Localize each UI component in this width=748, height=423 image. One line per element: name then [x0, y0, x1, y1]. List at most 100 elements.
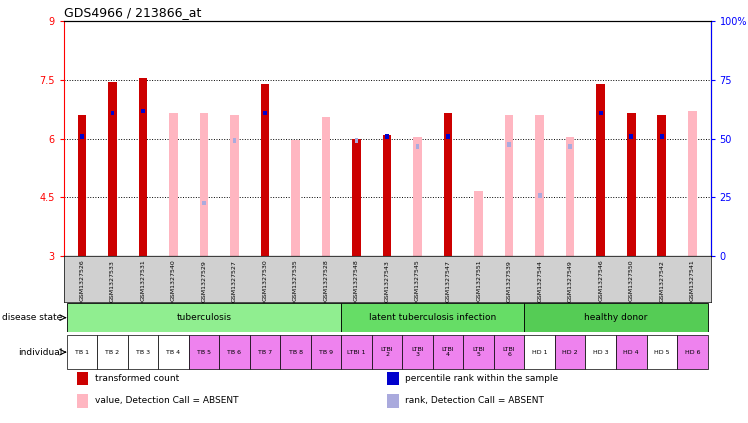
Text: GSM1327549: GSM1327549 — [568, 260, 573, 302]
Text: TB 9: TB 9 — [319, 350, 333, 354]
Text: GSM1327547: GSM1327547 — [446, 260, 450, 302]
Bar — [402, 335, 433, 369]
Bar — [385, 134, 389, 139]
Text: percentile rank within the sample: percentile rank within the sample — [405, 374, 558, 383]
Bar — [128, 335, 158, 369]
Bar — [568, 144, 572, 149]
Bar — [555, 335, 586, 369]
Bar — [372, 335, 402, 369]
Text: TB 3: TB 3 — [136, 350, 150, 354]
Bar — [566, 137, 574, 256]
Bar — [677, 335, 708, 369]
Bar — [111, 111, 114, 115]
Text: GSM1327531: GSM1327531 — [141, 260, 145, 301]
Bar — [233, 138, 236, 143]
Bar — [291, 140, 300, 256]
Bar — [219, 335, 250, 369]
Bar — [536, 115, 544, 256]
Text: tuberculosis: tuberculosis — [177, 313, 231, 322]
Text: HD 6: HD 6 — [684, 350, 700, 354]
Bar — [616, 335, 646, 369]
Text: LTBI 1: LTBI 1 — [347, 350, 366, 354]
Text: LTBI
4: LTBI 4 — [442, 347, 455, 357]
Bar — [341, 335, 372, 369]
Bar — [646, 335, 677, 369]
Bar — [599, 111, 603, 115]
Text: transformed count: transformed count — [95, 374, 179, 383]
Text: TB 1: TB 1 — [75, 350, 89, 354]
Text: TB 2: TB 2 — [105, 350, 120, 354]
Bar — [464, 335, 494, 369]
Text: GSM1327530: GSM1327530 — [263, 260, 268, 301]
Text: HD 5: HD 5 — [654, 350, 669, 354]
Text: HD 2: HD 2 — [562, 350, 578, 354]
Bar — [322, 117, 331, 256]
Bar — [387, 393, 399, 408]
Bar — [538, 193, 542, 198]
Bar — [202, 201, 206, 206]
Text: GSM1327528: GSM1327528 — [324, 260, 328, 301]
Bar — [629, 134, 633, 139]
Bar — [474, 191, 483, 256]
Bar — [627, 113, 636, 256]
Text: HD 3: HD 3 — [593, 350, 609, 354]
Bar — [416, 144, 420, 149]
Bar — [660, 134, 663, 139]
Bar — [67, 335, 97, 369]
Bar — [688, 111, 696, 256]
Bar — [138, 78, 147, 256]
Text: HD 4: HD 4 — [623, 350, 639, 354]
Text: healthy donor: healthy donor — [584, 313, 648, 322]
Bar — [250, 335, 280, 369]
Bar — [169, 113, 178, 256]
Bar — [200, 113, 208, 256]
Text: HD 1: HD 1 — [532, 350, 548, 354]
Bar — [261, 84, 269, 256]
Bar — [67, 303, 341, 332]
Bar — [310, 335, 341, 369]
Text: GSM1327541: GSM1327541 — [690, 260, 695, 301]
Bar — [447, 134, 450, 139]
Bar — [387, 371, 399, 385]
Bar — [524, 335, 555, 369]
Text: GSM1327526: GSM1327526 — [79, 260, 85, 301]
Text: TB 5: TB 5 — [197, 350, 211, 354]
Bar — [76, 371, 88, 385]
Bar — [444, 113, 453, 256]
Bar — [263, 111, 267, 115]
Text: GSM1327540: GSM1327540 — [171, 260, 176, 301]
Bar — [158, 335, 188, 369]
Text: value, Detection Call = ABSENT: value, Detection Call = ABSENT — [95, 396, 238, 405]
Bar — [341, 303, 524, 332]
Bar — [505, 115, 513, 256]
Bar — [433, 335, 464, 369]
Bar — [383, 135, 391, 256]
Text: GSM1327529: GSM1327529 — [201, 260, 206, 302]
Bar — [188, 335, 219, 369]
Text: GSM1327533: GSM1327533 — [110, 260, 115, 302]
Text: GSM1327539: GSM1327539 — [506, 260, 512, 302]
Text: GSM1327535: GSM1327535 — [293, 260, 298, 301]
Text: LTBI
5: LTBI 5 — [472, 347, 485, 357]
Text: GSM1327546: GSM1327546 — [598, 260, 603, 301]
Text: TB 8: TB 8 — [289, 350, 302, 354]
Text: GSM1327544: GSM1327544 — [537, 260, 542, 302]
Bar — [80, 134, 84, 139]
Text: TB 7: TB 7 — [258, 350, 272, 354]
Bar — [355, 138, 358, 143]
Bar — [76, 393, 88, 408]
Bar — [524, 303, 708, 332]
Bar — [230, 115, 239, 256]
Bar — [414, 137, 422, 256]
Text: GSM1327545: GSM1327545 — [415, 260, 420, 301]
Text: latent tuberculosis infection: latent tuberculosis infection — [370, 313, 497, 322]
Text: GSM1327548: GSM1327548 — [354, 260, 359, 301]
Bar — [352, 139, 361, 256]
Bar — [657, 115, 666, 256]
Text: individual: individual — [18, 348, 62, 357]
Text: TB 4: TB 4 — [166, 350, 180, 354]
Bar — [78, 115, 86, 256]
Text: disease state: disease state — [1, 313, 62, 322]
Text: GSM1327543: GSM1327543 — [384, 260, 390, 302]
Text: GSM1327527: GSM1327527 — [232, 260, 237, 302]
